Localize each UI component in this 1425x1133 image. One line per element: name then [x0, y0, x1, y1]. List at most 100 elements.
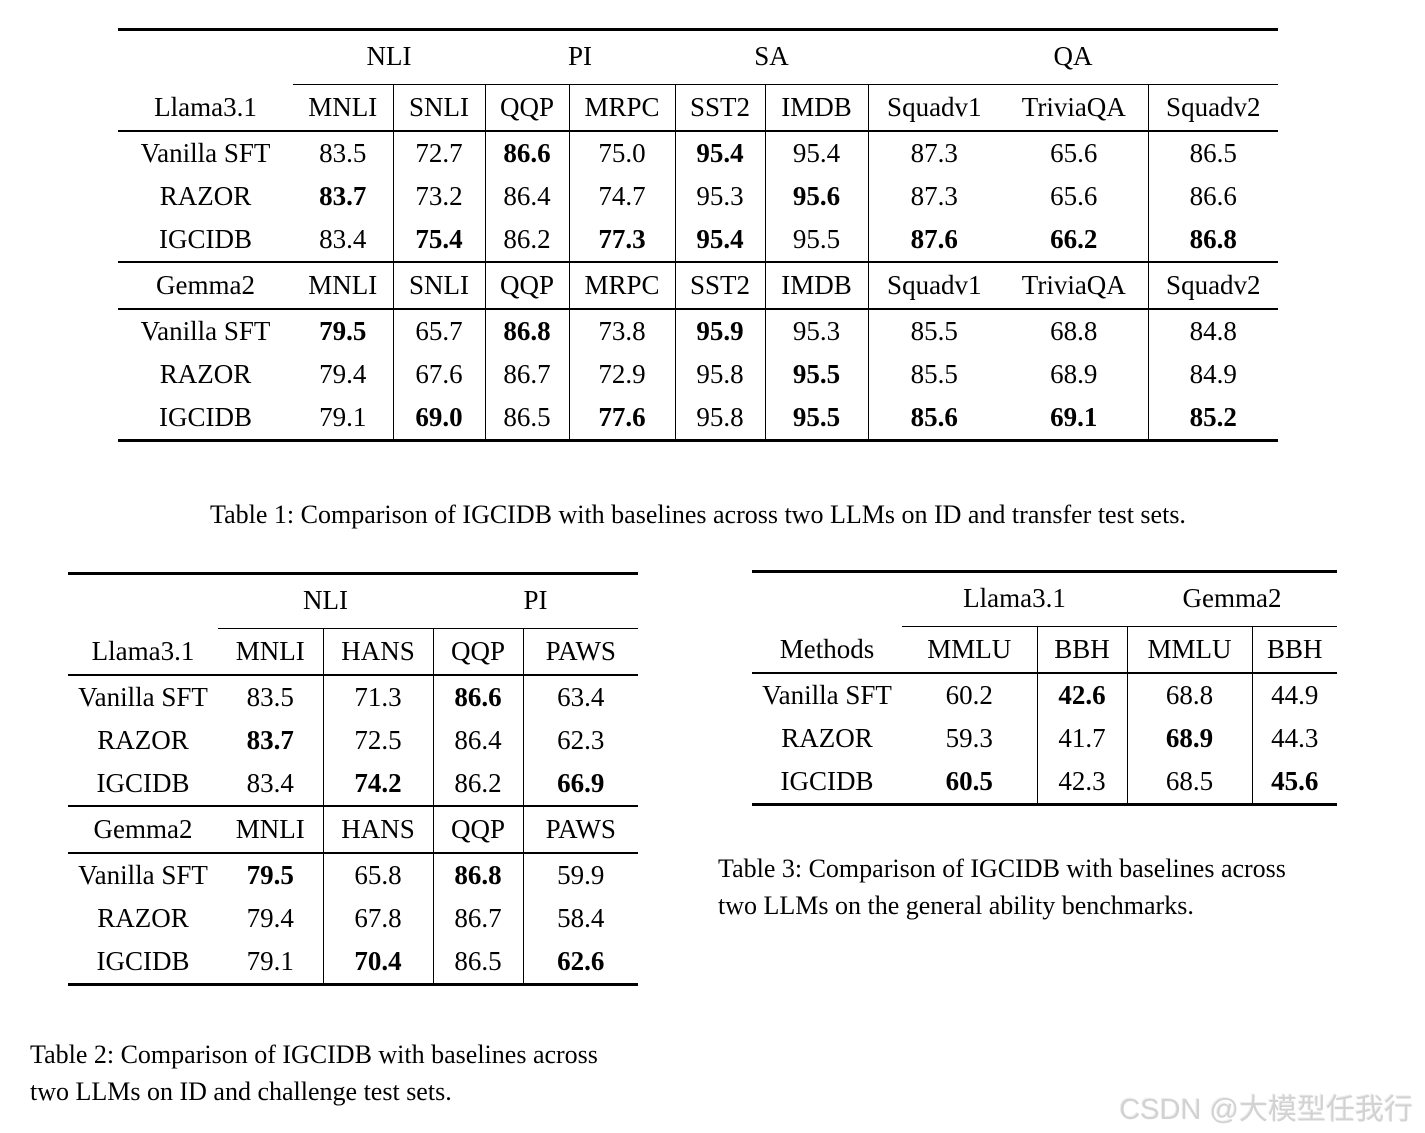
metric-value: 87.3 — [867, 131, 1001, 175]
metric-value: 62.3 — [522, 719, 639, 762]
methods-label: Methods — [752, 626, 902, 674]
column-header: HANS — [322, 628, 434, 676]
method-label: Vanilla SFT — [140, 138, 271, 168]
method-label: RAZOR — [97, 903, 189, 933]
metric-value: 45.6 — [1251, 760, 1338, 805]
column-header: QQP — [432, 628, 524, 676]
column-header: Squadv2 — [1147, 84, 1279, 132]
metric-value: 86.4 — [484, 175, 570, 218]
metric-value: 79.1 — [319, 402, 367, 432]
model-label: Gemma2 — [118, 261, 293, 310]
metric-value: 83.7 — [246, 725, 294, 755]
group-header: PI — [433, 573, 639, 629]
method-label: RAZOR — [781, 723, 873, 753]
metric-value: 68.5 — [1126, 760, 1252, 805]
column-header: SST2 — [674, 84, 766, 132]
column-header: TriviaQA — [1000, 261, 1149, 310]
metric-value: 87.3 — [867, 175, 1001, 218]
table-row: IGCIDB 60.5 42.3 68.5 45.6 — [752, 760, 1338, 805]
column-header: BBH — [1251, 626, 1338, 674]
column-header: HANS — [322, 805, 434, 854]
column-header: Squadv2 — [1147, 261, 1279, 310]
table-row: RAZOR 59.3 41.7 68.9 44.3 — [752, 717, 1338, 760]
column-header: MNLI — [293, 261, 393, 310]
group-header: NLI — [293, 29, 486, 85]
metric-value: 66.9 — [522, 762, 639, 806]
metric-value: 74.2 — [322, 762, 434, 806]
column-header: QQP — [484, 84, 570, 132]
group-header: NLI — [218, 573, 434, 629]
metric-value: 85.5 — [867, 353, 1001, 396]
table-row: Llama3.1 MNLI SNLI QQP MRPC SST2 IMDB Sq… — [118, 84, 1279, 132]
table3-container: Llama3.1 Gemma2 Methods MMLU BBH MMLU BB… — [752, 570, 1338, 806]
metric-value: 86.5 — [432, 940, 524, 985]
metric-value: 86.7 — [432, 897, 524, 940]
column-header: PAWS — [522, 805, 639, 854]
spacer-cell — [68, 574, 218, 629]
metric-value: 83.5 — [319, 138, 367, 168]
caption-line: Table 3: Comparison of IGCIDB with basel… — [718, 854, 1286, 883]
caption-line: Table 2: Comparison of IGCIDB with basel… — [30, 1040, 598, 1069]
metric-value: 86.7 — [484, 353, 570, 396]
spacer-cell — [118, 30, 293, 85]
table1-container: NLI PI SA QA Llama3.1 MNLI SNLI QQP MRPC… — [118, 28, 1279, 442]
caption-line: two LLMs on the general ability benchmar… — [718, 891, 1194, 920]
table-row: RAZOR 79.4 67.6 86.7 72.9 95.8 95.5 85.5 68.9 84… — [118, 353, 1279, 396]
column-header: Squadv1 — [867, 261, 1001, 310]
metric-value: 60.2 — [945, 680, 993, 710]
metric-value: 86.2 — [484, 218, 570, 262]
method-label: Vanilla SFT — [140, 316, 271, 346]
metric-value: 95.8 — [674, 396, 766, 441]
table-row: NLI PI SA QA — [118, 29, 1279, 85]
metric-value: 69.0 — [392, 396, 486, 441]
metric-value: 68.8 — [1050, 316, 1098, 346]
metric-value: 85.2 — [1147, 396, 1279, 441]
table-row: Llama3.1 MNLI HANS QQP PAWS — [68, 628, 639, 676]
metric-value: 70.4 — [322, 940, 434, 985]
column-header: SNLI — [392, 84, 486, 132]
table-row: IGCIDB 79.1 70.4 86.5 62.6 — [68, 940, 639, 985]
caption-line: two LLMs on ID and challenge test sets. — [30, 1077, 452, 1106]
metric-value: 95.5 — [764, 218, 869, 262]
metric-value: 83.7 — [319, 181, 367, 211]
metric-value: 72.9 — [568, 353, 676, 396]
table-row: IGCIDB 79.1 69.0 86.5 77.6 95.8 95.5 85.6 69.1 8… — [118, 396, 1279, 441]
method-label: IGCIDB — [780, 766, 874, 796]
table-row: Vanilla SFT 79.5 65.7 86.8 73.8 95.9 95.3 85.5… — [118, 309, 1279, 353]
metric-value: 77.6 — [568, 396, 676, 441]
metric-value: 72.5 — [322, 719, 434, 762]
metric-value: 74.7 — [568, 175, 676, 218]
table-row: RAZOR 79.4 67.8 86.7 58.4 — [68, 897, 639, 940]
metric-value: 86.8 — [484, 309, 570, 353]
table-3: Llama3.1 Gemma2 Methods MMLU BBH MMLU BB… — [752, 570, 1338, 806]
metric-value: 41.7 — [1036, 717, 1127, 760]
metric-value: 73.2 — [392, 175, 486, 218]
table-row: NLI PI — [68, 573, 639, 629]
column-header: MRPC — [568, 261, 676, 310]
column-header: QQP — [432, 805, 524, 854]
method-label: Vanilla SFT — [78, 860, 208, 890]
group-header: SA — [675, 29, 869, 85]
table-row: IGCIDB 83.4 75.4 86.2 77.3 95.4 95.5 87.6 66.2 8… — [118, 218, 1279, 262]
metric-value: 86.8 — [432, 853, 524, 897]
metric-value: 65.6 — [1050, 181, 1098, 211]
metric-value: 95.3 — [674, 175, 766, 218]
table2-container: NLI PI Llama3.1 MNLI HANS QQP PAWS Vanil… — [68, 572, 639, 986]
method-label: RAZOR — [159, 359, 252, 389]
table1-caption: Table 1: Comparison of IGCIDB with basel… — [210, 500, 1186, 529]
table-row: Vanilla SFT 79.5 65.8 86.8 59.9 — [68, 853, 639, 897]
column-header: IMDB — [764, 84, 869, 132]
metric-value: 65.6 — [1050, 138, 1098, 168]
metric-value: 42.6 — [1036, 673, 1127, 717]
column-header: PAWS — [522, 628, 639, 676]
table-row: Llama3.1 Gemma2 — [752, 571, 1338, 627]
metric-value: 42.3 — [1036, 760, 1127, 805]
metric-value: 68.9 — [1050, 359, 1098, 389]
metric-value: 84.9 — [1147, 353, 1279, 396]
metric-value: 83.4 — [246, 768, 294, 798]
metric-value: 60.5 — [945, 766, 993, 796]
column-header: TriviaQA — [1000, 84, 1149, 132]
metric-value: 95.8 — [674, 353, 766, 396]
metric-value: 67.8 — [322, 897, 434, 940]
metric-value: 86.8 — [1147, 218, 1279, 262]
